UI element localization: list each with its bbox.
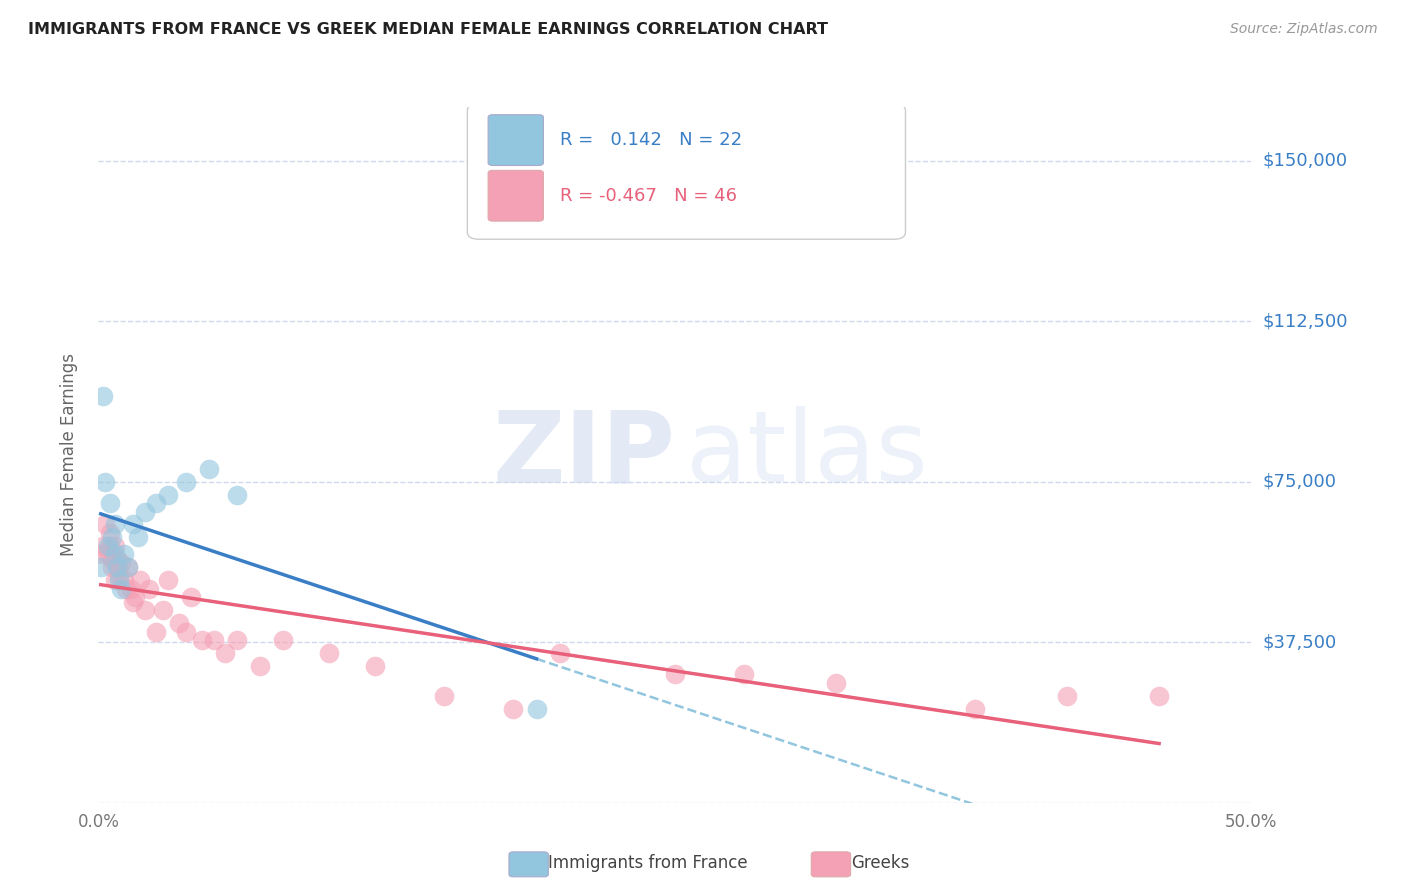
Text: $112,500: $112,500 — [1263, 312, 1348, 330]
Point — [180, 591, 202, 605]
Text: $75,000: $75,000 — [1263, 473, 1337, 491]
Point — [548, 646, 571, 660]
Point — [98, 496, 121, 510]
Point — [214, 646, 236, 660]
Point — [115, 582, 138, 596]
Point — [364, 658, 387, 673]
Point — [174, 624, 197, 639]
Point — [105, 560, 128, 574]
FancyBboxPatch shape — [467, 103, 905, 239]
Point — [134, 505, 156, 519]
Point — [145, 496, 167, 510]
Point — [117, 560, 139, 574]
Point — [152, 603, 174, 617]
Point — [103, 573, 125, 587]
Text: $150,000: $150,000 — [1263, 152, 1347, 169]
Point — [167, 615, 190, 630]
Point — [120, 582, 142, 596]
Text: Immigrants from France: Immigrants from France — [548, 855, 748, 872]
Point — [202, 633, 225, 648]
Point — [103, 548, 125, 562]
Y-axis label: Median Female Earnings: Median Female Earnings — [59, 353, 77, 557]
Text: Source: ZipAtlas.com: Source: ZipAtlas.com — [1230, 22, 1378, 37]
Point — [90, 548, 112, 562]
Point — [110, 582, 132, 596]
Point — [117, 560, 139, 574]
Point — [271, 633, 294, 648]
Point — [225, 633, 247, 648]
Point — [124, 591, 146, 605]
Point — [502, 701, 524, 715]
Point — [526, 701, 548, 715]
Point — [129, 573, 152, 587]
Point — [198, 462, 221, 476]
Point — [103, 539, 125, 553]
FancyBboxPatch shape — [488, 170, 544, 221]
Point — [138, 582, 160, 596]
Point — [97, 539, 120, 553]
Text: IMMIGRANTS FROM FRANCE VS GREEK MEDIAN FEMALE EARNINGS CORRELATION CHART: IMMIGRANTS FROM FRANCE VS GREEK MEDIAN F… — [28, 22, 828, 37]
Point — [97, 548, 120, 562]
Point — [127, 530, 149, 544]
Point — [145, 624, 167, 639]
Point — [1056, 689, 1078, 703]
Text: atlas: atlas — [686, 407, 928, 503]
Point — [91, 389, 114, 403]
Point — [108, 569, 131, 583]
Point — [1147, 689, 1170, 703]
Point — [105, 560, 128, 574]
Text: R =   0.142   N = 22: R = 0.142 N = 22 — [560, 131, 742, 149]
Point — [225, 487, 247, 501]
Point — [112, 573, 135, 587]
Point — [318, 646, 340, 660]
Point — [94, 517, 117, 532]
Point — [98, 526, 121, 541]
Point — [110, 556, 132, 570]
Point — [98, 539, 121, 553]
Point — [191, 633, 214, 648]
Point — [825, 676, 848, 690]
Point — [156, 573, 179, 587]
Point — [733, 667, 755, 681]
FancyBboxPatch shape — [488, 115, 544, 166]
Point — [433, 689, 456, 703]
Point — [156, 487, 179, 501]
Text: ZIP: ZIP — [492, 407, 675, 503]
Point — [112, 548, 135, 562]
Point — [963, 701, 986, 715]
Point — [249, 658, 271, 673]
Point — [174, 475, 197, 489]
Text: $37,500: $37,500 — [1263, 633, 1337, 651]
Point — [90, 560, 112, 574]
Point — [122, 594, 145, 608]
Point — [101, 530, 124, 544]
Point — [91, 539, 114, 553]
Point — [134, 603, 156, 617]
Point — [103, 517, 125, 532]
Point — [94, 475, 117, 489]
Text: Greeks: Greeks — [851, 855, 910, 872]
Point — [664, 667, 686, 681]
Point — [105, 551, 128, 566]
Point — [101, 560, 124, 574]
Point — [122, 517, 145, 532]
Text: R = -0.467   N = 46: R = -0.467 N = 46 — [560, 186, 737, 205]
Point — [101, 551, 124, 566]
Point — [108, 573, 131, 587]
